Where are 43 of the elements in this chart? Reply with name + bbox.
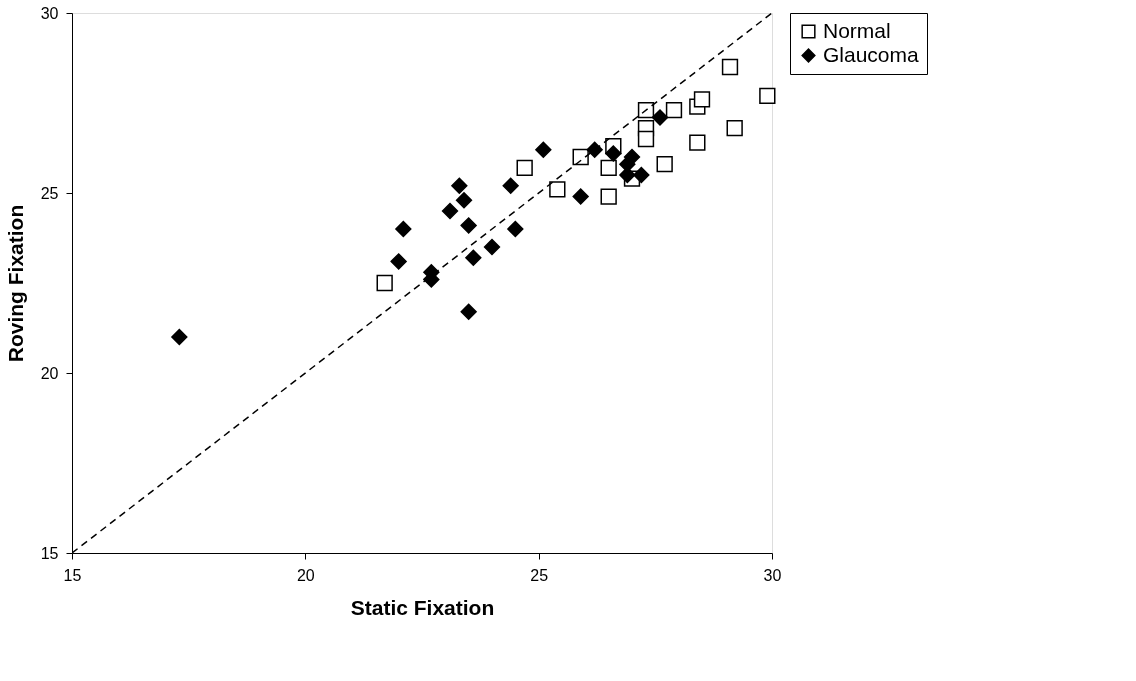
point [693,91,711,108]
point [507,220,524,238]
point [726,120,743,137]
point [535,141,552,158]
point [390,253,407,270]
point [586,141,603,158]
point [665,102,683,119]
point [483,238,501,256]
point [502,177,519,194]
point [451,177,468,194]
x-tick-label: 30 [763,566,782,584]
point [465,249,482,266]
y-tick-label: 20 [40,364,59,382]
point [689,134,706,151]
point [516,159,533,176]
point [600,188,617,205]
y-tick-label: 30 [40,4,59,22]
point [572,188,589,205]
y-axis-title: Roving Fixation [3,204,27,363]
point [633,166,650,184]
y-tick-label: 25 [40,184,59,202]
point [455,192,473,209]
point [637,130,655,148]
x-axis-title: Static Fixation [350,595,495,619]
point [441,202,459,220]
point [460,303,477,320]
legend-label: Normal [823,18,891,42]
x-tick-label: 15 [63,566,82,584]
point [395,220,412,238]
point [171,328,188,346]
x-tick-label: 20 [296,566,315,584]
point [376,274,393,292]
point [605,145,622,162]
y-tick-label: 15 [40,544,59,562]
legend-label: Glaucoma [823,42,920,66]
x-tick-label: 25 [530,566,549,584]
point [460,217,477,234]
point [759,87,776,104]
point [549,181,566,198]
point [651,109,669,126]
point [656,156,673,173]
point [600,159,617,176]
point [721,58,739,76]
